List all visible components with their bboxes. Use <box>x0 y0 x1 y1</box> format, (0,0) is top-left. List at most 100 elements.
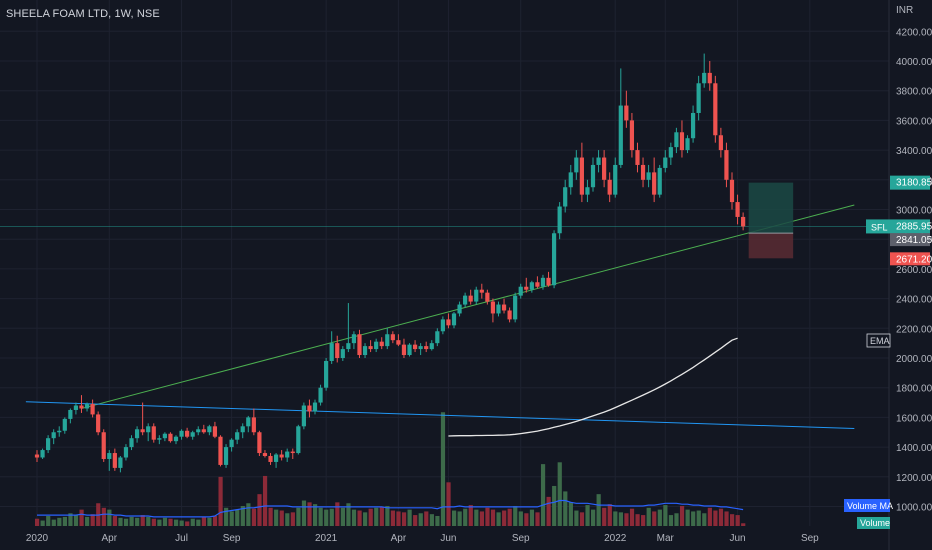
candle-body <box>168 433 173 442</box>
volume-bar <box>557 462 562 526</box>
volume-bar <box>240 505 245 526</box>
long-position-tool[interactable] <box>748 182 794 259</box>
volume-bar <box>374 507 379 526</box>
volume-bar <box>579 512 585 526</box>
candle-body <box>735 202 740 217</box>
candle-body <box>34 454 40 458</box>
candle-body <box>574 157 579 173</box>
y-tick-label: 2000.00 <box>896 354 932 365</box>
volume-bar <box>224 507 229 526</box>
candle-body <box>657 167 662 195</box>
candle-body <box>679 132 685 151</box>
candle-body <box>257 432 262 454</box>
candle-body <box>563 187 568 207</box>
volume-bar <box>229 511 234 526</box>
volume-bar <box>463 508 468 526</box>
volume-bar <box>446 482 451 526</box>
y-tick-label: 1000.00 <box>896 503 932 514</box>
volume-bar <box>162 517 168 526</box>
candle-body <box>134 429 140 439</box>
volume-bar <box>507 508 512 526</box>
candle-body <box>457 304 462 314</box>
volume-bar <box>635 514 640 526</box>
volume-bar <box>574 510 579 526</box>
target-price-badge-text: 3180.85 <box>896 178 932 189</box>
volume-bar <box>112 515 118 526</box>
candle-body <box>640 164 646 180</box>
volume-bar <box>62 516 67 526</box>
volume-bar <box>363 512 368 526</box>
stop-price-badge-text: 2671.20 <box>896 254 932 265</box>
volume-bar <box>474 509 479 526</box>
candle-body <box>362 346 368 356</box>
candle-body <box>546 277 551 286</box>
candle-body <box>46 438 51 451</box>
y-tick-label: 1600.00 <box>896 413 932 424</box>
volume-bar <box>174 519 179 526</box>
target-zone[interactable] <box>748 182 794 234</box>
candle-body <box>707 72 712 84</box>
last-price-badge-text: 2885.95 <box>896 221 932 232</box>
candle-body <box>129 438 134 448</box>
x-tick-label: Sep <box>223 533 241 544</box>
x-tick-label: 2022 <box>604 533 627 544</box>
y-tick-label: 3400.00 <box>896 146 932 157</box>
stop-price-badge <box>890 252 930 266</box>
candle-body <box>490 301 496 314</box>
candle-body <box>196 429 201 433</box>
x-tick-label: 2020 <box>26 533 49 544</box>
volume-bar <box>196 519 201 526</box>
symbol-tag-text: SFL <box>871 222 888 232</box>
candle-body <box>246 417 251 427</box>
candle-body <box>51 432 56 439</box>
candle-body <box>529 282 534 290</box>
volume-bar <box>90 514 95 526</box>
price-axis: 4200.004000.003800.003600.003400.003200.… <box>26 0 932 550</box>
volume-bar <box>529 509 535 526</box>
candle-body <box>318 387 323 403</box>
volume-bar <box>440 412 446 526</box>
volume-bar <box>707 507 712 526</box>
candle-body <box>513 295 518 320</box>
volume-bar <box>318 507 323 526</box>
volume-bar <box>262 475 268 526</box>
y-tick-label: 3800.00 <box>896 87 932 98</box>
candle-body <box>151 426 156 440</box>
candle-body <box>273 454 279 462</box>
volume-bar <box>118 517 123 526</box>
volume-tag <box>857 517 890 529</box>
volume-bar <box>385 505 390 526</box>
volume-bar <box>401 512 407 526</box>
volume-bar <box>663 505 668 526</box>
candle-body <box>551 233 557 286</box>
stop-zone[interactable] <box>748 233 794 259</box>
y-tick-label: 1200.00 <box>896 473 932 484</box>
volume-bar <box>457 511 462 526</box>
volume-bar <box>552 485 557 526</box>
volume-bar <box>168 518 173 526</box>
volume-bar <box>335 502 340 526</box>
candle-body <box>235 432 240 440</box>
volume-bar <box>407 509 412 526</box>
candle-body <box>112 453 117 468</box>
volume-bar <box>274 509 279 526</box>
volume-bar <box>641 515 646 526</box>
ema-label: EMA <box>870 336 890 346</box>
volume-bar <box>129 516 134 526</box>
candle-body <box>90 404 95 415</box>
target-price-badge <box>890 175 930 190</box>
candle-body <box>596 157 601 165</box>
volume-ma-line <box>37 499 744 518</box>
candle-body <box>107 453 112 459</box>
volume-bar <box>424 511 429 526</box>
candle-body <box>162 433 167 439</box>
volume-bar <box>679 505 685 526</box>
candle-body <box>251 417 256 433</box>
volume-bar <box>68 513 73 526</box>
candlesticks <box>34 53 746 473</box>
candle-body <box>335 343 340 358</box>
volume-bar <box>340 507 345 526</box>
volume-bar <box>296 507 301 526</box>
